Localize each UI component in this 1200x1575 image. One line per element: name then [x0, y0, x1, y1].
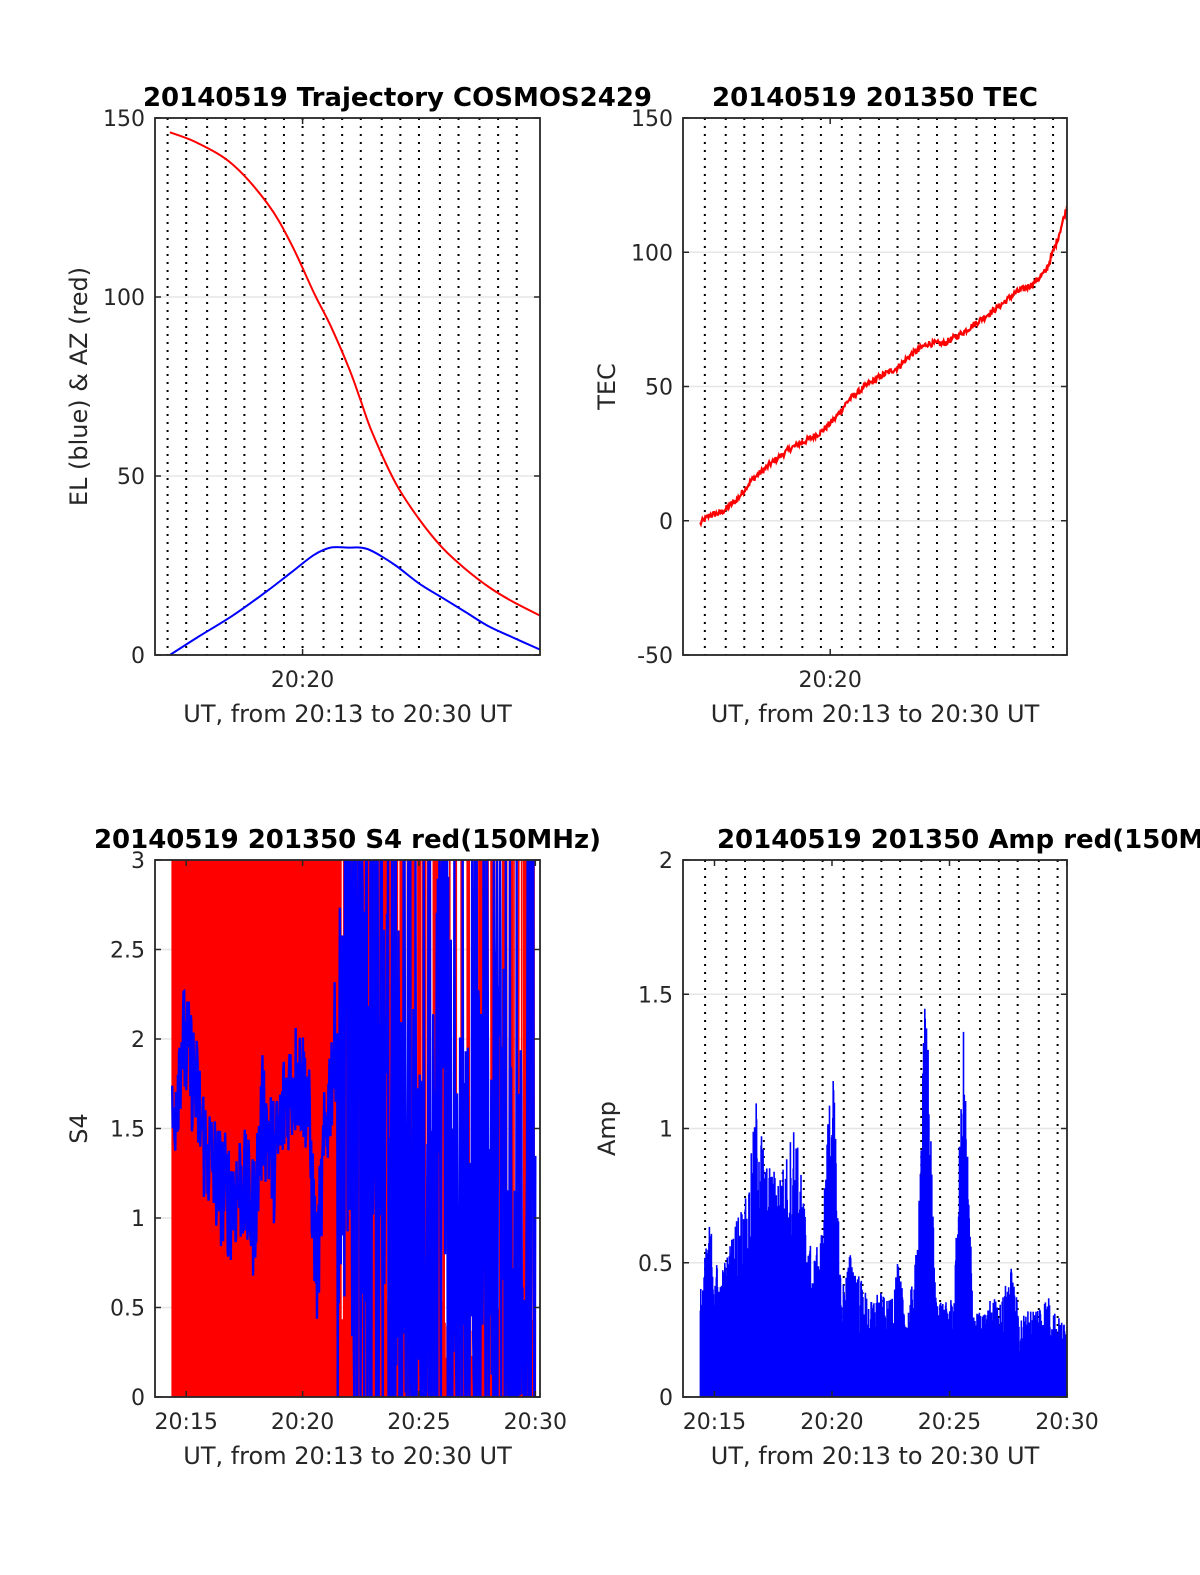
data-area — [699, 1008, 1067, 1397]
chart-panel-s4: 0 0.5 1 1.5 2 2.5 3 20:15 20:20 20:25 20:30 2014051… — [65, 825, 601, 1470]
y-tick-label: 0 — [659, 510, 673, 535]
x-tick-label: 20:25 — [918, 1410, 981, 1435]
y-tick-label: 3 — [131, 849, 145, 874]
chart-title: 20140519 201350 S4 red(150MHz) — [94, 825, 601, 855]
series-amp-fill — [700, 1205, 1067, 1397]
axes-box — [154, 117, 541, 656]
x-tick-label: 20:25 — [387, 1410, 450, 1435]
chart-title: 20140519 201350 Amp red(150MHz) — [717, 825, 1200, 855]
chart-title: 20140519 Trajectory COSMOS2429 — [143, 83, 652, 113]
x-tick-label: 20:15 — [683, 1410, 746, 1435]
series-trajectory-1 — [169, 546, 540, 655]
x-tick-label: 20:20 — [271, 1410, 334, 1435]
y-tick-label: 100 — [631, 241, 673, 266]
y-tick-label: 0 — [131, 644, 145, 669]
y-tick-label: 150 — [631, 107, 673, 132]
x-axis-label: UT, from 20:13 to 20:30 UT — [711, 700, 1040, 728]
chart-panel-amp: 0 0.5 1 1.5 2 20:15 20:20 20:25 20:30 20140519 20… — [593, 825, 1200, 1470]
x-axis-label: UT, from 20:13 to 20:30 UT — [183, 700, 512, 728]
x-tick-label: 20:30 — [1035, 1410, 1098, 1435]
x-tick-label: 20:30 — [504, 1410, 567, 1435]
y-axis-label: Amp — [593, 1101, 621, 1156]
chart-title: 20140519 201350 TEC — [712, 83, 1038, 113]
x-axis-label: UT, from 20:13 to 20:30 UT — [183, 1442, 512, 1470]
y-axis-label: EL (blue) & AZ (red) — [65, 267, 93, 506]
y-axis-label: S4 — [65, 1113, 93, 1144]
y-tick-label: 50 — [645, 376, 673, 401]
y-tick-label: 0 — [131, 1386, 145, 1411]
data-area — [171, 860, 537, 1397]
x-tick-label: 20:20 — [271, 668, 334, 693]
y-tick-label: 2 — [659, 849, 673, 874]
x-tick-label: 20:20 — [800, 1410, 863, 1435]
data-area — [169, 131, 540, 655]
x-tick-label: 20:15 — [154, 1410, 217, 1435]
y-tick-label: 0.5 — [638, 1252, 673, 1277]
y-tick-label: 1.5 — [110, 1118, 145, 1143]
y-tick-label: 150 — [103, 107, 145, 132]
y-tick-label: 2 — [131, 1028, 145, 1053]
y-tick-label: 1 — [659, 1118, 673, 1143]
y-tick-label: 100 — [103, 286, 145, 311]
y-tick-label: 2.5 — [110, 939, 145, 964]
series-tec-0 — [699, 205, 1067, 528]
y-tick-label: 1.5 — [638, 983, 673, 1008]
y-tick-label: 0 — [659, 1386, 673, 1411]
y-tick-label: -50 — [637, 644, 673, 669]
y-axis-label: TEC — [593, 363, 621, 411]
chart-panel-tec: -50 0 50 100 150 20:20 20140519 201350 TEC UT, … — [593, 83, 1068, 728]
y-tick-label: 0.5 — [110, 1297, 145, 1322]
series-s4-1 — [171, 860, 537, 1397]
y-tick-label: 50 — [117, 465, 145, 490]
series-trajectory-0 — [169, 131, 540, 617]
chart-panel-trajectory: 0 50 100 150 20:20 20140519 Trajectory COSMOS… — [65, 83, 652, 728]
x-tick-label: 20:20 — [798, 668, 861, 693]
y-tick-label: 1 — [131, 1207, 145, 1232]
data-area — [699, 205, 1067, 528]
x-axis-label: UT, from 20:13 to 20:30 UT — [711, 1442, 1040, 1470]
